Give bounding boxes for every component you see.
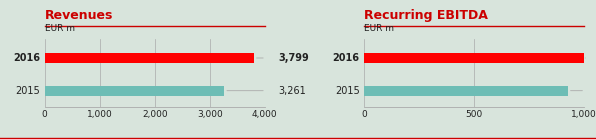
Text: EUR m: EUR m bbox=[364, 24, 394, 33]
Text: Recurring EBITDA: Recurring EBITDA bbox=[364, 9, 488, 22]
Bar bbox=[364, 86, 568, 96]
Text: 3,799: 3,799 bbox=[278, 53, 309, 63]
Text: 3,261: 3,261 bbox=[278, 86, 306, 96]
Text: 2015: 2015 bbox=[15, 86, 41, 96]
Bar bbox=[45, 86, 224, 96]
Text: Revenues: Revenues bbox=[45, 9, 113, 22]
Text: 2015: 2015 bbox=[335, 86, 359, 96]
Bar bbox=[364, 53, 588, 63]
Text: EUR m: EUR m bbox=[45, 24, 74, 33]
Text: 2016: 2016 bbox=[13, 53, 41, 63]
Text: 2016: 2016 bbox=[333, 53, 359, 63]
Bar bbox=[45, 53, 254, 63]
